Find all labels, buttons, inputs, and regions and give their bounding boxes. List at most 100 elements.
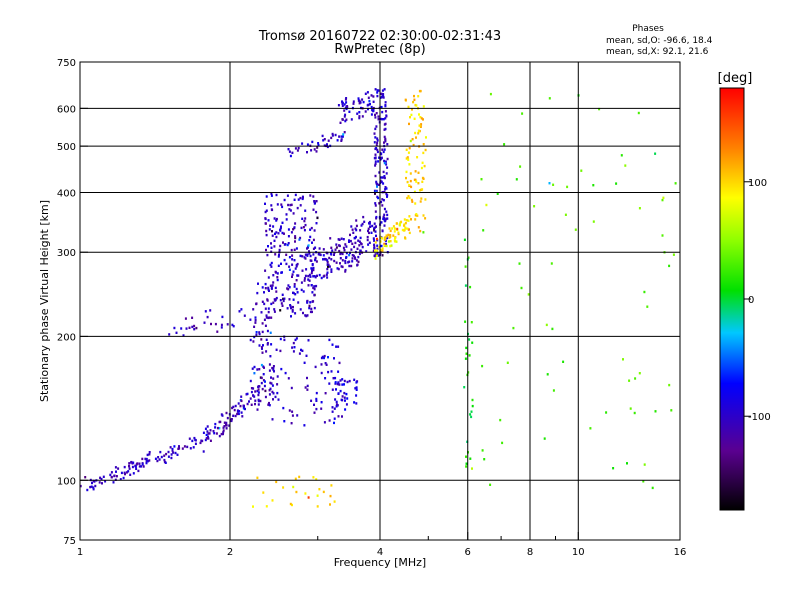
- data-point: [374, 127, 377, 131]
- data-point: [373, 132, 376, 135]
- data-point: [313, 202, 316, 205]
- data-point: [352, 231, 355, 234]
- data-point: [231, 406, 234, 410]
- data-point: [304, 223, 307, 227]
- data-point: [422, 214, 425, 217]
- data-point: [344, 259, 347, 263]
- data-point: [382, 199, 385, 202]
- data-point: [322, 254, 325, 257]
- data-point: [370, 94, 373, 97]
- data-point: [409, 172, 412, 175]
- data-point: [377, 196, 380, 200]
- data-point: [333, 259, 336, 263]
- data-point: [260, 346, 263, 349]
- data-point: [222, 431, 225, 434]
- data-point: [375, 112, 378, 115]
- data-point: [646, 305, 649, 308]
- data-point: [246, 402, 249, 406]
- y-tick-label: 600: [57, 104, 76, 115]
- data-point: [101, 482, 103, 485]
- data-point: [288, 265, 291, 268]
- data-point: [291, 263, 294, 266]
- y-axis-label: Stationary phase Virtual Height [km]: [38, 200, 51, 402]
- data-point: [332, 377, 335, 380]
- data-point: [178, 445, 180, 448]
- data-point: [148, 453, 151, 456]
- data-point: [283, 297, 286, 300]
- data-point: [393, 230, 396, 233]
- data-point: [273, 310, 276, 313]
- data-point: [301, 255, 304, 258]
- data-point: [257, 398, 260, 402]
- data-point: [383, 219, 386, 222]
- data-point: [330, 246, 333, 249]
- data-point: [310, 399, 313, 402]
- data-point: [322, 248, 325, 251]
- data-point: [344, 408, 347, 411]
- data-point: [374, 190, 377, 193]
- data-point: [331, 388, 334, 391]
- data-point: [295, 287, 298, 291]
- data-point: [307, 284, 310, 287]
- data-point: [489, 92, 492, 96]
- y-tick-label: 400: [57, 188, 76, 199]
- data-point: [258, 344, 261, 347]
- data-point: [264, 210, 267, 214]
- data-point: [335, 388, 337, 391]
- data-point: [343, 131, 346, 134]
- data-point: [240, 411, 243, 414]
- data-point: [341, 378, 344, 381]
- data-point: [410, 185, 413, 189]
- data-point: [264, 282, 267, 286]
- data-point: [310, 284, 313, 287]
- data-point: [266, 253, 269, 257]
- data-point: [221, 414, 224, 417]
- data-point: [271, 418, 274, 421]
- data-point: [335, 246, 338, 249]
- data-point: [592, 184, 595, 187]
- data-point: [313, 403, 315, 406]
- data-point: [404, 236, 406, 239]
- data-point: [382, 176, 385, 179]
- data-point: [195, 326, 198, 330]
- data-point: [184, 317, 187, 320]
- data-point: [469, 285, 472, 289]
- data-point: [592, 220, 595, 223]
- data-point: [353, 401, 356, 404]
- data-point: [298, 352, 301, 355]
- data-point: [278, 248, 281, 252]
- data-point: [265, 195, 268, 198]
- data-point: [242, 406, 245, 409]
- data-point: [331, 410, 334, 413]
- data-point: [338, 383, 341, 386]
- data-point: [355, 235, 357, 239]
- data-point: [218, 427, 221, 430]
- data-point: [222, 426, 225, 429]
- data-point: [358, 252, 361, 256]
- data-point: [406, 180, 409, 184]
- y-tick-label: 100: [57, 476, 76, 487]
- data-point: [334, 248, 337, 251]
- data-point: [471, 341, 474, 344]
- data-point: [355, 386, 358, 389]
- data-point: [284, 243, 287, 246]
- colorbar-tick-label: 100: [748, 178, 767, 189]
- data-point: [120, 471, 123, 475]
- data-point: [240, 395, 243, 398]
- data-point: [252, 340, 255, 343]
- data-point: [236, 409, 239, 412]
- data-point: [205, 433, 208, 437]
- data-point: [403, 218, 406, 221]
- data-point: [285, 218, 288, 221]
- data-point: [277, 398, 280, 401]
- data-point: [419, 116, 422, 119]
- data-point: [414, 178, 417, 182]
- data-point: [276, 272, 279, 275]
- data-point: [343, 383, 345, 386]
- data-point: [286, 243, 289, 247]
- data-point: [282, 297, 285, 301]
- data-point: [327, 139, 330, 142]
- data-point: [267, 245, 269, 248]
- data-point: [543, 437, 546, 440]
- data-point: [394, 240, 397, 243]
